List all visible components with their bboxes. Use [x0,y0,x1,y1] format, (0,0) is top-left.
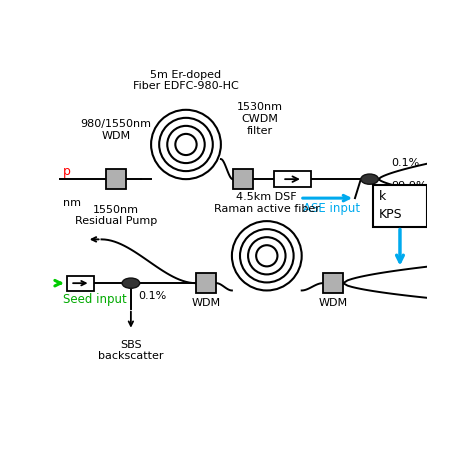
Text: SBS
backscatter: SBS backscatter [98,340,164,362]
Text: p: p [63,165,71,178]
Text: 980/1550nm
WDM: 980/1550nm WDM [81,119,152,141]
Text: ASE input: ASE input [302,202,360,215]
Text: KPS: KPS [379,209,402,221]
Text: 1530nm
CWDM
filter: 1530nm CWDM filter [237,102,283,136]
Bar [106,169,126,189]
Text: 4.5km DSF
Raman active fiber: 4.5km DSF Raman active fiber [214,192,320,214]
Bar [374,185,427,227]
Text: 1550nm
Residual Pump: 1550nm Residual Pump [75,205,157,227]
Text: WDM: WDM [191,298,221,308]
Bar [323,273,343,293]
Bar [274,171,311,187]
Text: 5m Er-doped
Fiber EDFC-980-HC: 5m Er-doped Fiber EDFC-980-HC [133,70,239,91]
Text: 99.9%: 99.9% [392,182,428,191]
Text: Seed input: Seed input [63,293,127,306]
Text: WDM: WDM [319,298,347,308]
Text: k: k [379,190,386,203]
Text: 0.1%: 0.1% [392,158,420,168]
Text: 0.1%: 0.1% [138,291,166,301]
Bar [233,169,253,189]
Bar [196,273,216,293]
Ellipse shape [122,278,140,288]
Bar [66,275,94,291]
Text: nm: nm [63,198,81,208]
Ellipse shape [361,174,378,184]
